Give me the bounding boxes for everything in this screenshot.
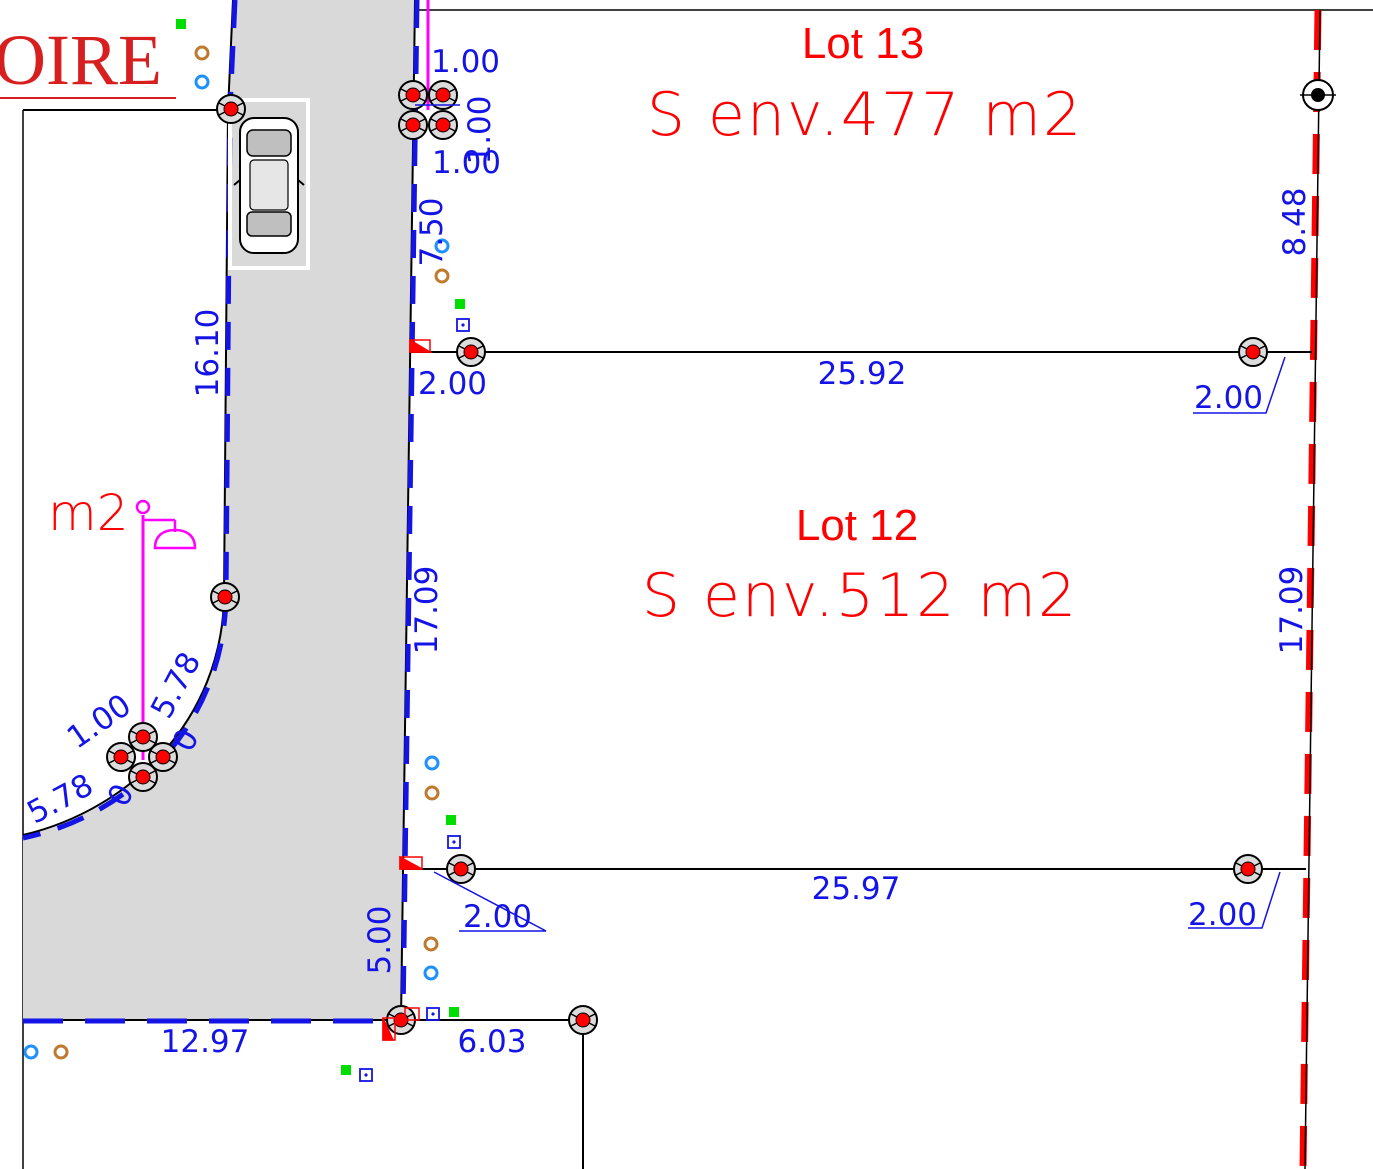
water-meter-icon bbox=[423, 965, 439, 981]
dim-label: 1.00 bbox=[432, 145, 501, 181]
road-boundary-blue-left bbox=[22, 0, 238, 841]
benchmark-marker-icon bbox=[1300, 79, 1336, 111]
dim-label: 2.00 bbox=[1188, 897, 1257, 933]
header-text-fragment: OIRE bbox=[0, 20, 162, 100]
survey-marker-icon bbox=[456, 337, 486, 367]
green-point-icon bbox=[455, 299, 465, 309]
lot-12-title: Lot 12 bbox=[796, 501, 918, 550]
dim-label: 7.50 bbox=[414, 197, 450, 266]
survey-marker-icon bbox=[1238, 337, 1268, 367]
green-point-icon bbox=[446, 815, 456, 825]
dim-label: 17.09 bbox=[409, 566, 445, 655]
utility-symbols bbox=[23, 19, 470, 1082]
dimension-leaders bbox=[415, 104, 1286, 932]
box-icon bbox=[456, 318, 470, 332]
water-meter-icon bbox=[194, 74, 210, 90]
valve-icon bbox=[424, 785, 440, 801]
survey-marker-icon bbox=[1233, 854, 1263, 884]
survey-marker-icon bbox=[428, 80, 458, 110]
box-icon bbox=[359, 1068, 373, 1082]
dim-label: 2.00 bbox=[1194, 380, 1263, 416]
survey-marker-icon bbox=[398, 80, 428, 110]
dim-label: 2.00 bbox=[463, 899, 532, 935]
area-fragment-left: m2 bbox=[48, 484, 129, 542]
water-meter-icon bbox=[424, 755, 440, 771]
dim-label: 1.00 bbox=[462, 95, 498, 164]
survey-marker-icon bbox=[568, 1005, 598, 1035]
dim-label: 12.97 bbox=[161, 1024, 250, 1060]
survey-marker-icon bbox=[128, 762, 158, 792]
survey-marker-icon bbox=[148, 742, 178, 772]
corner-flags bbox=[382, 338, 433, 1041]
road-boundary-blue-right bbox=[400, 0, 420, 1021]
survey-markers bbox=[106, 79, 1336, 1035]
boundary-red-dashed bbox=[1299, 9, 1322, 1169]
dim-label: 6.03 bbox=[457, 1024, 526, 1060]
green-point-icon bbox=[449, 1007, 459, 1017]
lamp-icon bbox=[135, 499, 197, 550]
dim-label: 25.92 bbox=[818, 356, 907, 392]
water-meter-icon bbox=[23, 1044, 39, 1060]
lot-13-title: Lot 13 bbox=[802, 19, 924, 68]
box-icon bbox=[447, 835, 461, 849]
box-icon bbox=[426, 1007, 440, 1021]
dim-label: 25.97 bbox=[812, 871, 901, 907]
survey-marker-icon bbox=[446, 854, 476, 884]
survey-marker-icon bbox=[398, 110, 428, 140]
dim-label: 1.00 bbox=[431, 44, 500, 80]
corner-flag-2 bbox=[399, 855, 423, 870]
green-point-icon bbox=[176, 19, 186, 29]
car-icon bbox=[228, 98, 310, 270]
survey-marker-icon bbox=[428, 110, 458, 140]
dim-label: 16.10 bbox=[190, 309, 226, 398]
boundary-black-right bbox=[1304, 9, 1321, 1169]
valve-icon bbox=[194, 45, 210, 61]
valve-icon bbox=[434, 268, 450, 284]
survey-marker-icon bbox=[128, 722, 158, 752]
dim-label: 17.09 bbox=[1274, 566, 1310, 655]
lot-13-area: S env.477 m2 bbox=[647, 80, 1083, 150]
dim-label: 8.48 bbox=[1277, 187, 1313, 256]
road-surface bbox=[23, 0, 415, 1020]
survey-marker-icon bbox=[210, 582, 240, 612]
lot-12-area: S env.512 m2 bbox=[642, 561, 1078, 631]
survey-marker-icon bbox=[106, 742, 136, 772]
water-meter-icon bbox=[434, 238, 450, 254]
green-point-icon bbox=[341, 1065, 351, 1075]
corner-flag-1 bbox=[409, 338, 433, 353]
dim-label: 2.00 bbox=[418, 366, 487, 402]
dim-label: 5.00 bbox=[362, 905, 398, 974]
valve-icon bbox=[53, 1044, 69, 1060]
survey-marker-icon bbox=[216, 94, 246, 124]
valve-icon bbox=[423, 936, 439, 952]
